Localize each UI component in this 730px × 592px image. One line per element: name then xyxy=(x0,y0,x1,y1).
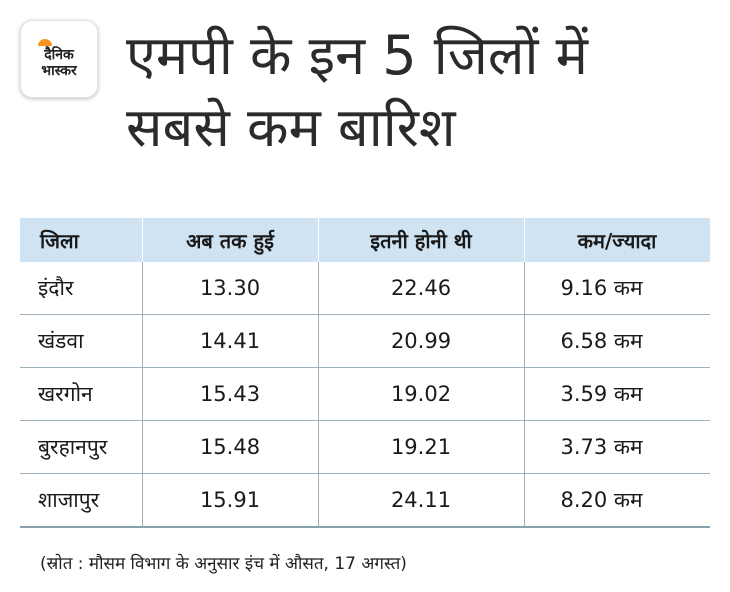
source-note: (स्रोत : मौसम विभाग के अनुसार इंच में औस… xyxy=(40,554,407,574)
table-row: शाजापुर 15.91 24.11 8.20 कम xyxy=(20,473,710,528)
table-row: खरगोन 15.43 19.02 3.59 कम xyxy=(20,367,710,421)
cell-difference: 3.73 कम xyxy=(524,420,710,474)
cell-district: शाजापुर xyxy=(20,473,143,528)
cell-district: बुरहानपुर xyxy=(20,420,143,474)
cell-expected: 24.11 xyxy=(318,473,525,528)
cell-expected: 20.99 xyxy=(318,314,525,368)
header-difference: कम/ज्यादा xyxy=(524,218,711,262)
title-line2: सबसे कम बारिश xyxy=(126,96,456,159)
logo-text: दैनिक भास्कर xyxy=(21,47,97,79)
cell-district: खरगोन xyxy=(20,367,143,421)
table-row: इंदौर 13.30 22.46 9.16 कम xyxy=(20,262,710,315)
cell-expected: 19.02 xyxy=(318,367,525,421)
table-header-row: जिला अब तक हुई इतनी होनी थी कम/ज्यादा xyxy=(20,218,711,262)
cell-difference: 8.20 कम xyxy=(524,473,710,528)
cell-expected: 19.21 xyxy=(318,420,525,474)
cell-so-far: 15.91 xyxy=(142,473,319,528)
cell-difference: 9.16 कम xyxy=(524,262,710,315)
table-row: बुरहानपुर 15.48 19.21 3.73 कम xyxy=(20,420,710,474)
cell-so-far: 15.48 xyxy=(142,420,319,474)
logo-line1: दैनिक xyxy=(44,47,74,63)
cell-so-far: 13.30 xyxy=(142,262,319,315)
dainik-bhaskar-logo: दैनिक भास्कर xyxy=(20,20,98,98)
header-so-far: अब तक हुई xyxy=(142,218,319,262)
sun-icon xyxy=(38,39,52,46)
logo-line2: भास्कर xyxy=(41,63,77,79)
cell-district: इंदौर xyxy=(20,262,143,315)
rainfall-table: जिला अब तक हुई इतनी होनी थी कम/ज्यादा इं… xyxy=(20,218,711,528)
cell-difference: 6.58 कम xyxy=(524,314,710,368)
cell-district: खंडवा xyxy=(20,314,143,368)
table-row: खंडवा 14.41 20.99 6.58 कम xyxy=(20,314,710,368)
page-title: एमपी के इन 5 जिलों में सबसे कम बारिश xyxy=(126,20,716,164)
header-expected: इतनी होनी थी xyxy=(318,218,525,262)
cell-expected: 22.46 xyxy=(318,262,525,315)
header-district: जिला xyxy=(20,218,143,262)
cell-so-far: 14.41 xyxy=(142,314,319,368)
cell-so-far: 15.43 xyxy=(142,367,319,421)
cell-difference: 3.59 कम xyxy=(524,367,710,421)
title-line1: एमपी के इन 5 जिलों में xyxy=(126,24,588,87)
